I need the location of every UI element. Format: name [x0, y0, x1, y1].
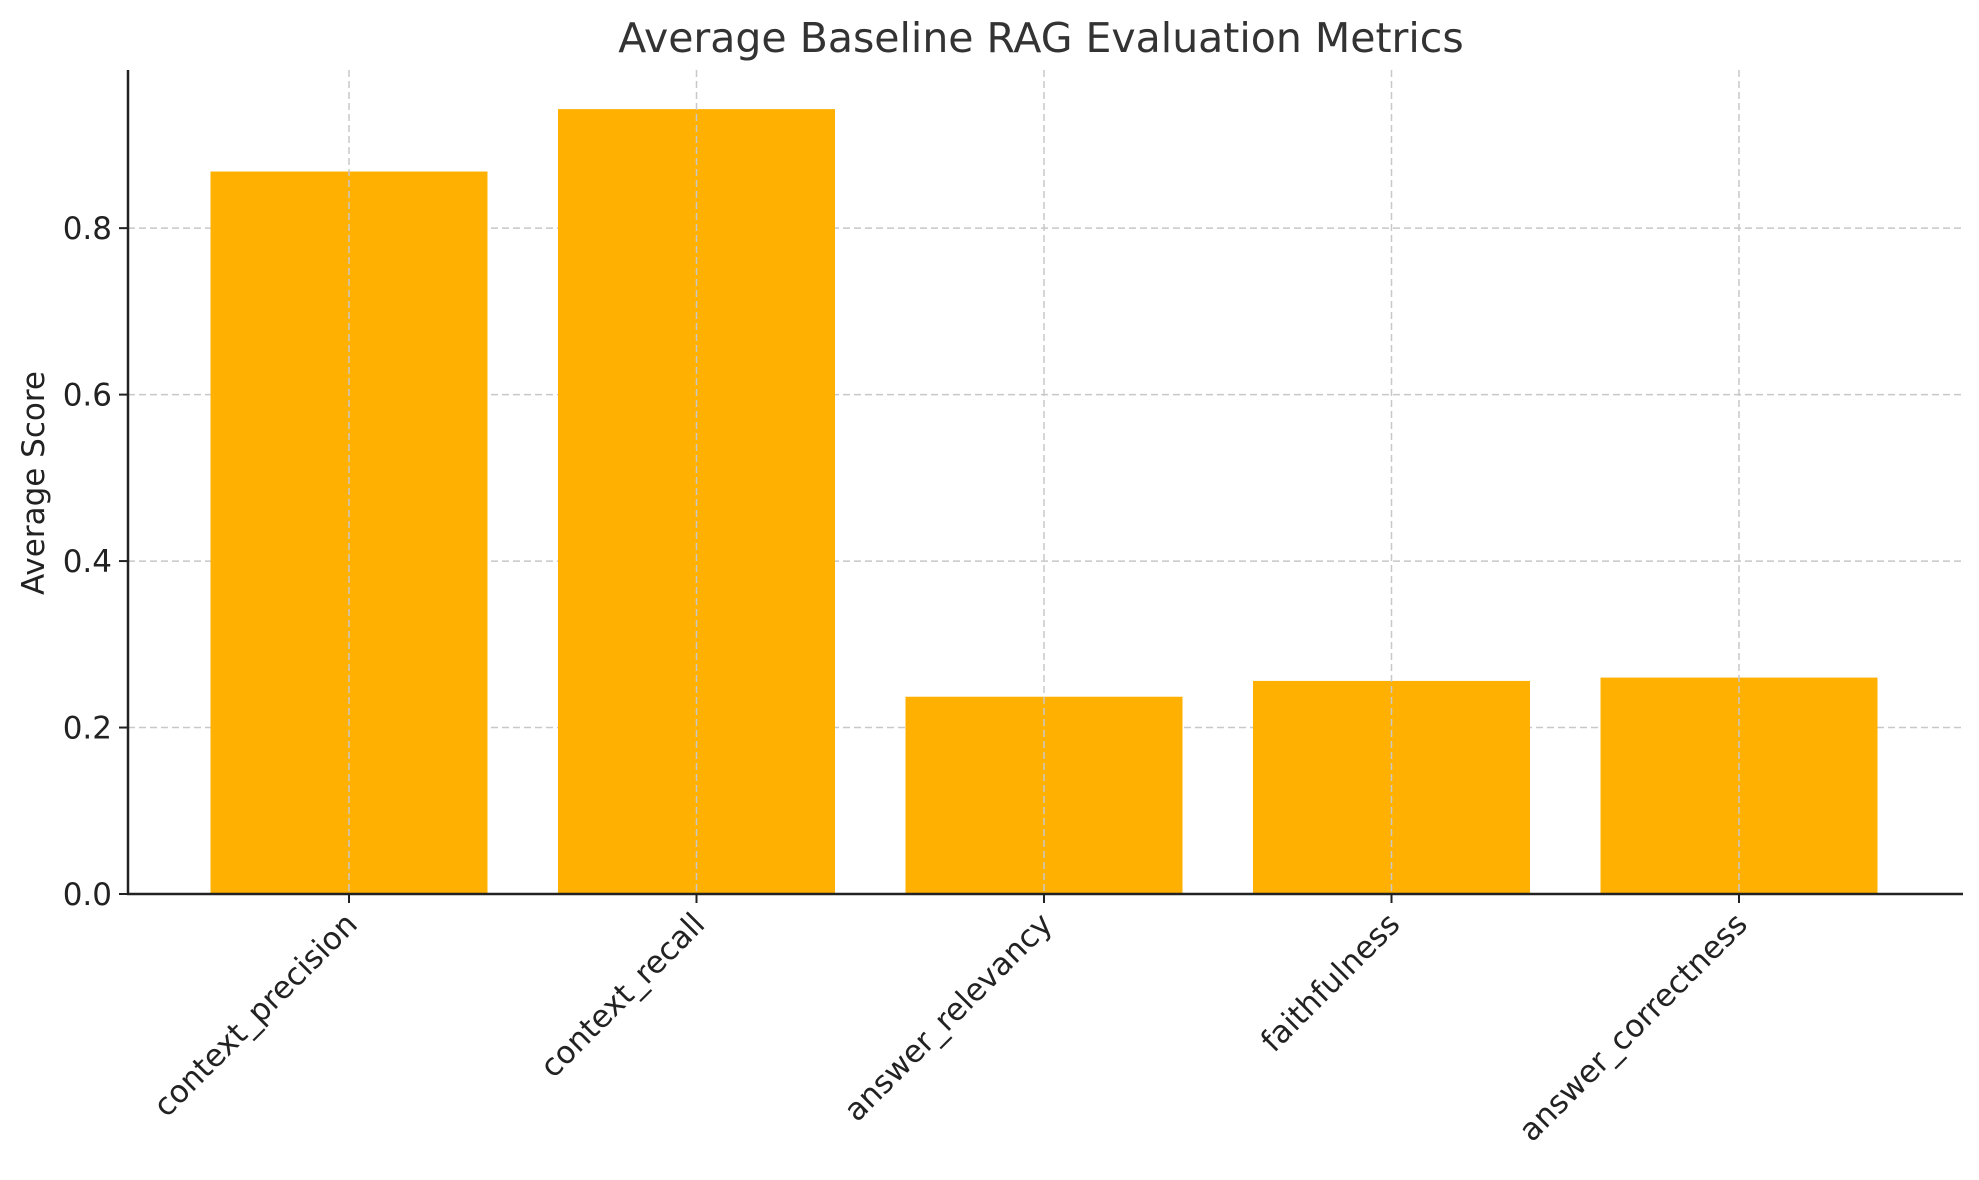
y-axis-label: Average Score — [16, 371, 52, 595]
x-axis-ticks: context_precision context_recall answer_re… — [147, 894, 1755, 1149]
y-tick-label: 0.4 — [63, 544, 112, 580]
y-tick-label: 0.2 — [63, 711, 112, 747]
y-tick-label: 0.8 — [63, 211, 112, 247]
x-tick-label: context_precision — [147, 906, 365, 1124]
chart-title: Average Baseline RAG Evaluation Metrics — [618, 14, 1463, 62]
x-tick-label: faithfulness — [1254, 906, 1407, 1059]
x-tick-label: answer_relevancy — [837, 906, 1060, 1129]
y-axis-ticks: 0.0 0.2 0.4 0.6 0.8 — [63, 211, 128, 913]
bars — [210, 109, 1878, 894]
y-tick-label: 0.6 — [63, 378, 112, 414]
bar-answer-relevancy — [905, 696, 1183, 894]
x-tick-label: answer_correctness — [1512, 906, 1755, 1149]
x-tick-label: context_recall — [533, 906, 712, 1085]
x-grid-lines — [348, 70, 1740, 894]
y-tick-label: 0.0 — [63, 877, 112, 913]
